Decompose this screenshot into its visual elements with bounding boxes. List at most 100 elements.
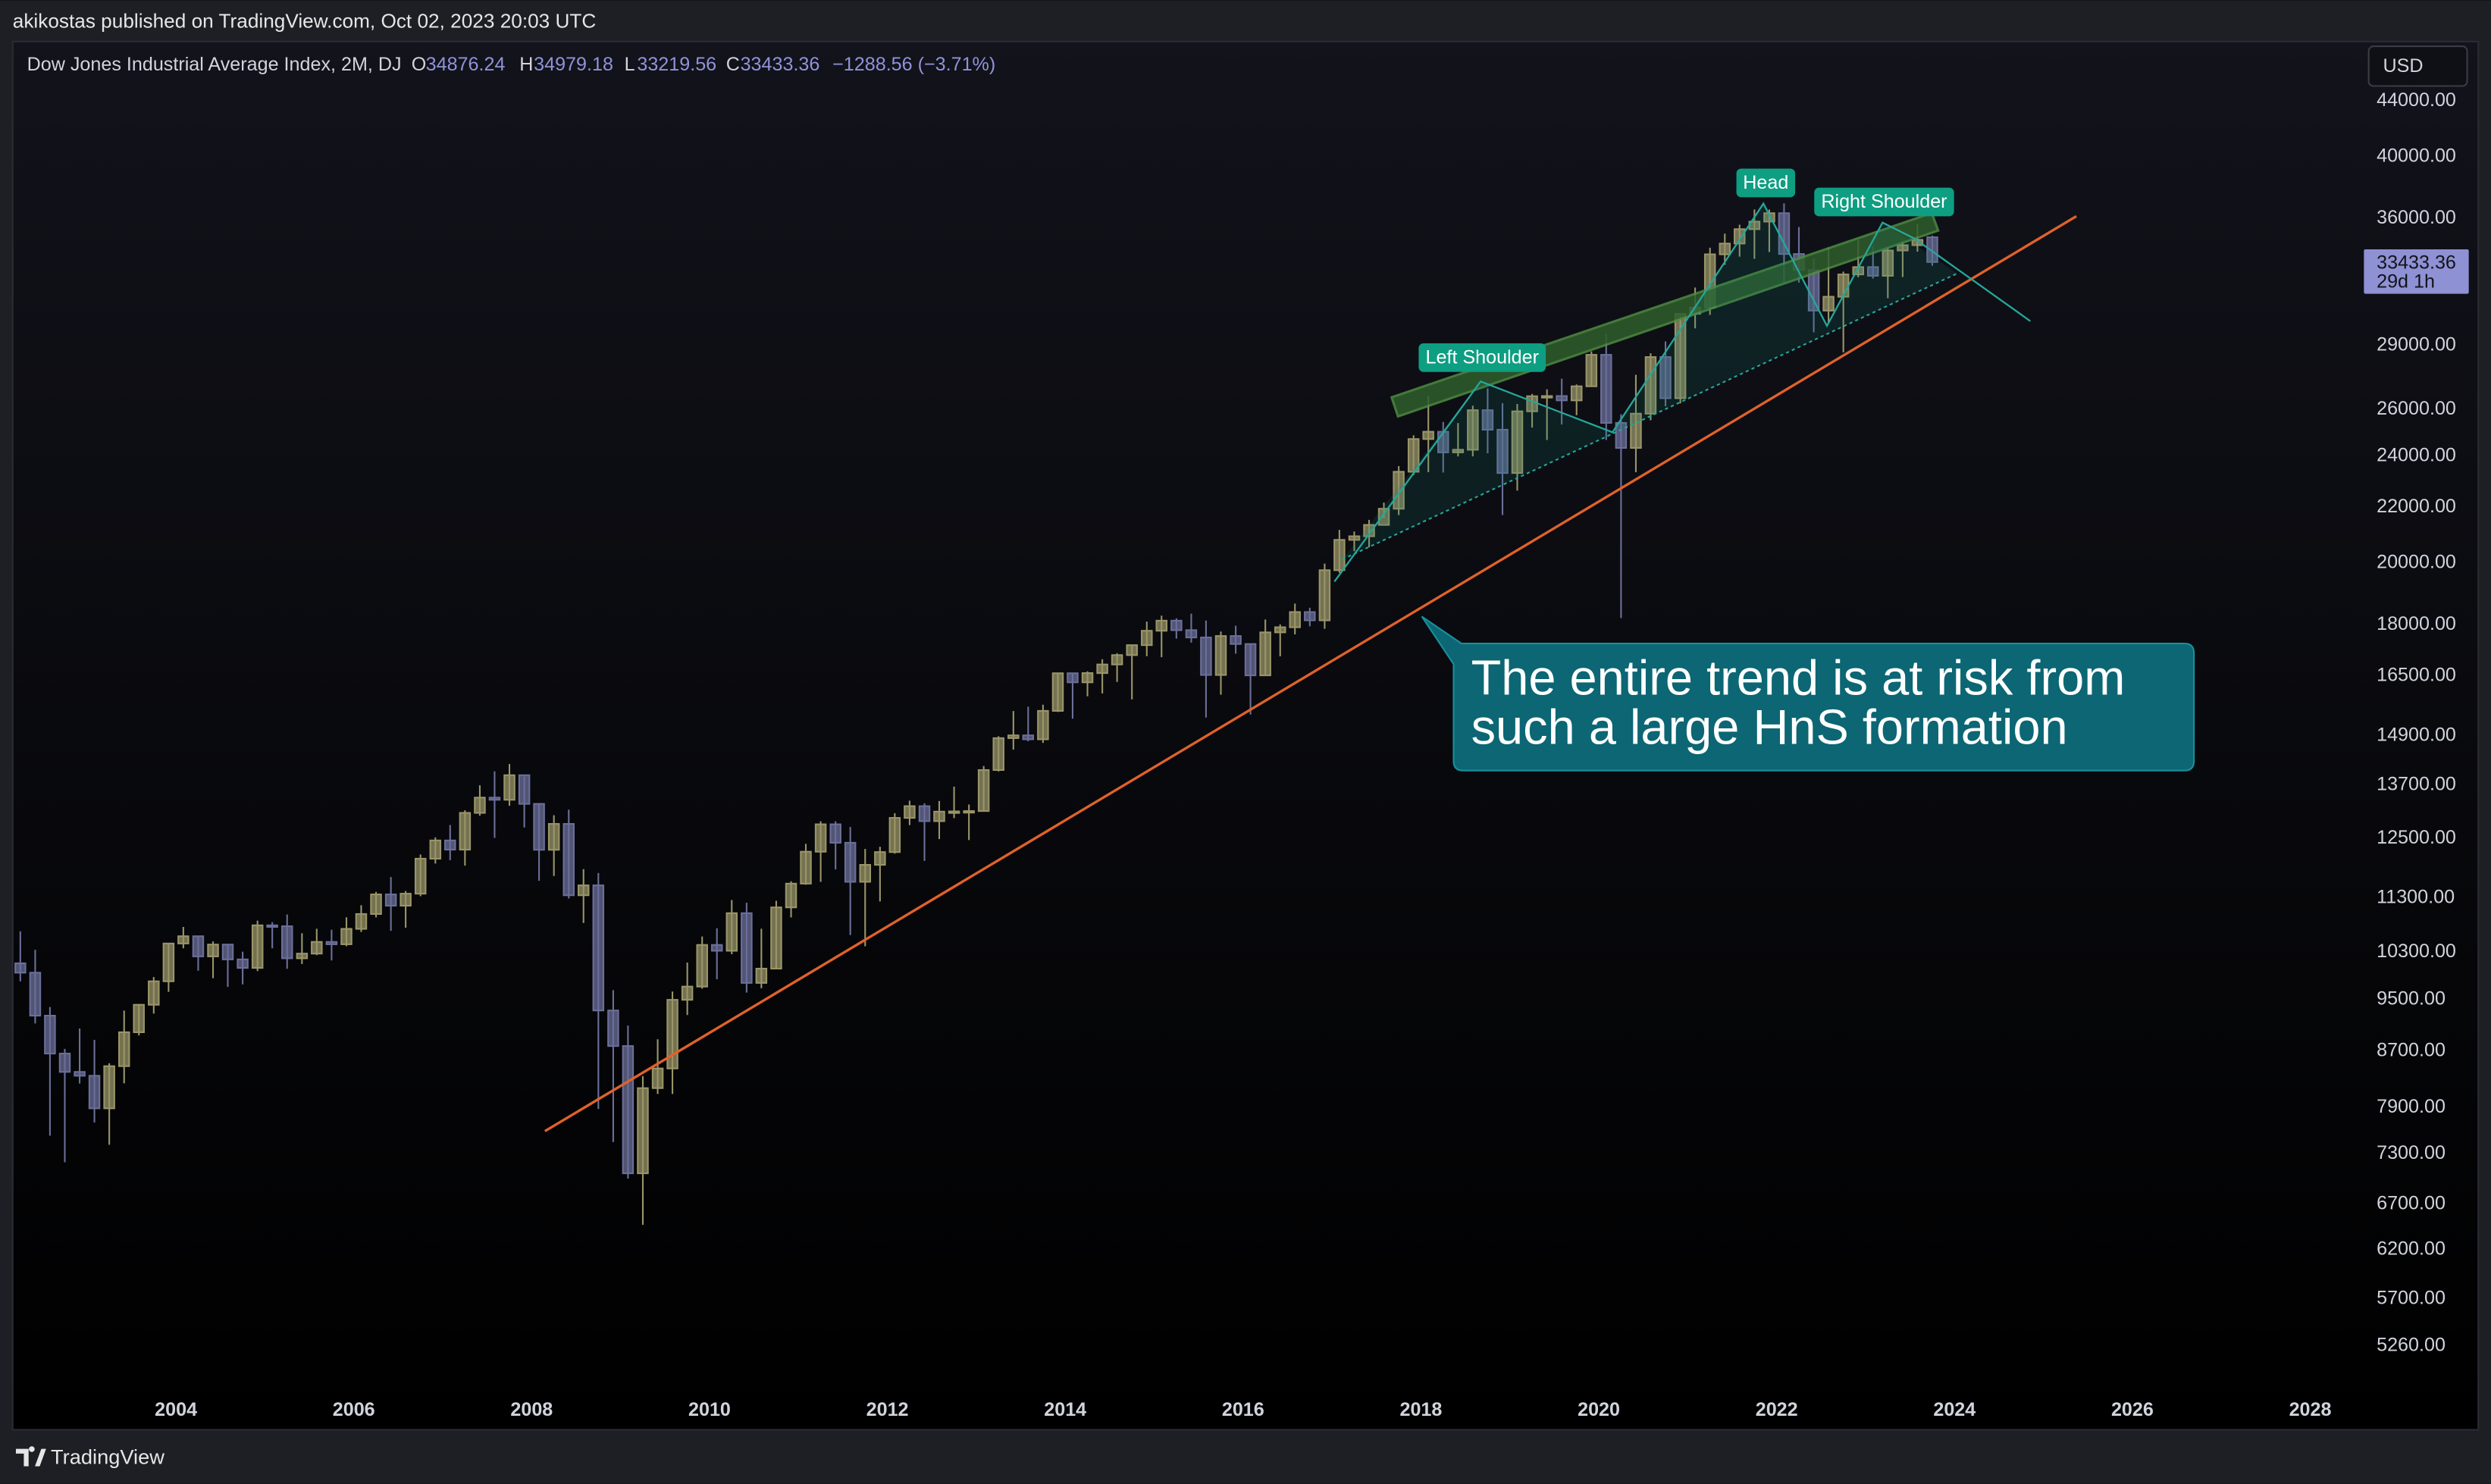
candle-body (384, 894, 397, 907)
y-tick-label: 20000.00 (2377, 552, 2456, 573)
h-label: H (519, 54, 533, 75)
y-tick-label: 40000.00 (2377, 146, 2456, 167)
candle-body (577, 884, 590, 897)
y-tick-label: 24000.00 (2377, 445, 2456, 466)
candle-body (355, 913, 368, 930)
candle-body (1511, 410, 1524, 474)
candle-body (1452, 449, 1465, 453)
candle-body (88, 1075, 101, 1110)
candle-body (503, 774, 515, 801)
candle-body (518, 774, 531, 805)
candle-body (1363, 524, 1375, 537)
y-tick-label: 36000.00 (2377, 207, 2456, 228)
candle-body (192, 935, 205, 957)
candle-body (918, 805, 931, 822)
candle-body (666, 999, 678, 1069)
candle-body (741, 912, 753, 984)
x-tick-label: 2016 (1222, 1399, 1264, 1420)
candle-body (696, 944, 708, 988)
y-tick-label: 7300.00 (2377, 1142, 2446, 1163)
candle-body (58, 1053, 71, 1073)
candle-body (1214, 635, 1227, 676)
countdown: 29d 1h (2377, 271, 2435, 293)
brand: TradingView (51, 1445, 164, 1468)
candle-body (992, 737, 1004, 772)
candle-body (710, 944, 723, 952)
x-tick-label: 2022 (1756, 1399, 1798, 1420)
y-tick-label: 5700.00 (2377, 1288, 2446, 1309)
y-tick-label: 14900.00 (2377, 724, 2456, 745)
candle-body (177, 935, 190, 944)
change: −1288.56 (−3.71%) (832, 54, 995, 75)
candle-body (829, 823, 841, 844)
currency-button[interactable] (2367, 45, 2468, 87)
o-value: 34876.24 (426, 54, 506, 75)
candle-body (933, 810, 945, 822)
candle-body (874, 851, 886, 866)
neckline (1342, 272, 1958, 560)
candle-body (429, 839, 442, 860)
callout (1421, 615, 2195, 772)
candle-body (29, 972, 42, 1017)
candle-body (1615, 421, 1628, 449)
symbol: Dow Jones Industrial Average Index, 2M, … (27, 54, 402, 75)
candle-body (414, 857, 427, 895)
candle-body (1556, 395, 1568, 402)
candle-body (488, 797, 501, 801)
candle-body (1081, 672, 1094, 684)
candle-body (592, 884, 605, 1012)
label-box (1418, 343, 1546, 372)
candle-body (1333, 539, 1346, 571)
candle-body (103, 1065, 115, 1110)
y-tick-label: 10300.00 (2377, 941, 2456, 962)
candle-body (1037, 709, 1049, 740)
candle-body (533, 803, 545, 851)
candle-body (1348, 535, 1361, 541)
trend-line (544, 214, 2077, 1132)
candle-body (1289, 611, 1301, 628)
candle-body (814, 823, 827, 853)
y-tick-label: 29000.00 (2377, 333, 2456, 355)
candle-body (400, 893, 412, 907)
candle-body (459, 812, 472, 851)
c-label: C (726, 54, 740, 75)
candle-body (1467, 409, 1479, 451)
candle-body (118, 1031, 130, 1067)
candle-body (1126, 644, 1138, 656)
y-tick-label: 44000.00 (2377, 89, 2456, 111)
candle-body (14, 962, 27, 974)
candle-body (266, 924, 278, 928)
candle-body (1259, 631, 1271, 677)
candle-body (1659, 356, 1672, 399)
candle-body (280, 925, 293, 960)
candle-body (296, 953, 309, 960)
x-tick-label: 2014 (1044, 1399, 1086, 1420)
candle-body (785, 882, 797, 909)
publisher-line: akikostas published on TradingView.com, … (13, 10, 597, 33)
currency[interactable]: USD (2383, 55, 2423, 77)
candle-body (237, 958, 249, 969)
o-label: O (412, 54, 427, 75)
candle-body (637, 1087, 649, 1175)
candle-body (859, 864, 872, 883)
candle-body (1230, 635, 1242, 645)
candle-body (1822, 296, 1835, 312)
candle-body (725, 912, 738, 952)
last-price-box (2364, 249, 2469, 294)
candle-body (325, 941, 338, 945)
candle-body (1022, 734, 1035, 740)
candle-body (651, 1067, 664, 1089)
y-tick-label: 9500.00 (2377, 988, 2446, 1009)
candle-body (888, 817, 901, 853)
candle-body (1422, 430, 1434, 440)
head-label: Head (1743, 172, 1788, 193)
candle-body (622, 1045, 634, 1175)
pattern-line (1333, 202, 2031, 583)
candle-body (474, 797, 486, 814)
price-axis: 44000.00 40000.00 36000.00 29000.00 26000.00… (155, 89, 2469, 1420)
candle-body (1185, 629, 1198, 639)
last-price: 33433.36 (2377, 252, 2456, 273)
candle-body (800, 850, 812, 884)
candle-body (44, 1014, 56, 1055)
